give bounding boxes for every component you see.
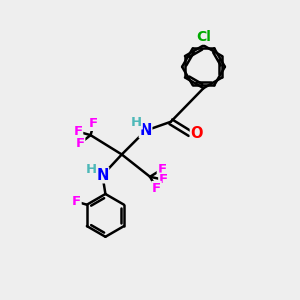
- Text: F: F: [152, 182, 161, 194]
- Text: F: F: [89, 117, 98, 130]
- Text: H: H: [131, 116, 142, 129]
- Text: F: F: [159, 173, 168, 186]
- Text: N: N: [140, 123, 152, 138]
- Text: Cl: Cl: [196, 30, 211, 44]
- Text: F: F: [157, 163, 167, 176]
- Text: H: H: [85, 164, 97, 176]
- Text: F: F: [74, 125, 82, 138]
- Text: F: F: [76, 137, 85, 150]
- Text: O: O: [190, 126, 203, 141]
- Text: N: N: [96, 168, 109, 183]
- Text: F: F: [72, 195, 81, 208]
